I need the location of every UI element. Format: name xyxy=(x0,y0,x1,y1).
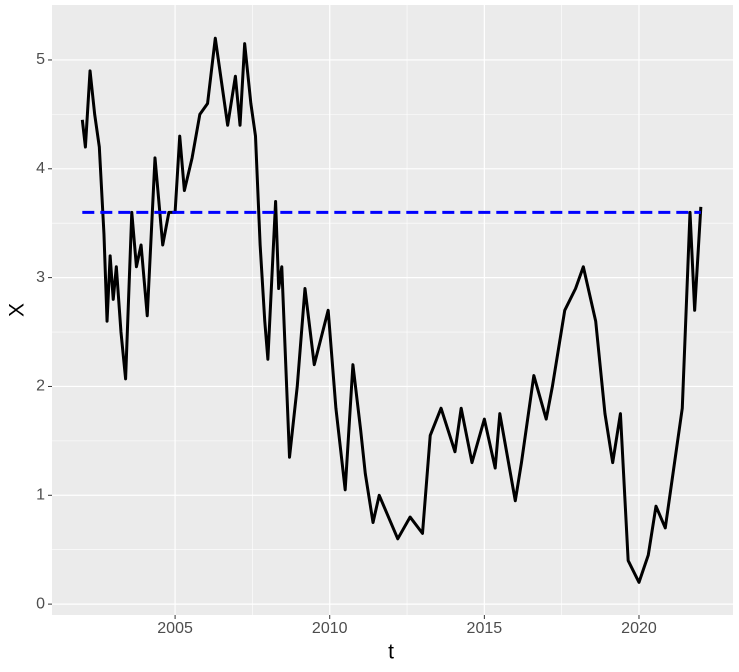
y-tick-label: 0 xyxy=(36,595,45,612)
x-tick-label: 2010 xyxy=(312,620,348,637)
panel xyxy=(52,5,733,615)
y-tick-label: 1 xyxy=(36,487,45,504)
y-tick-label: 3 xyxy=(36,269,45,286)
data-line xyxy=(80,36,703,584)
x-tick-label: 2020 xyxy=(621,620,657,637)
y-axis-title: X xyxy=(6,303,29,317)
x-tick-label: 2015 xyxy=(467,620,503,637)
y-tick-label: 4 xyxy=(36,160,45,177)
x-tick-label: 2005 xyxy=(157,620,193,637)
y-tick-label: 5 xyxy=(36,51,45,68)
x-axis-title: t xyxy=(388,641,394,664)
y-tick-label: 2 xyxy=(36,378,45,395)
